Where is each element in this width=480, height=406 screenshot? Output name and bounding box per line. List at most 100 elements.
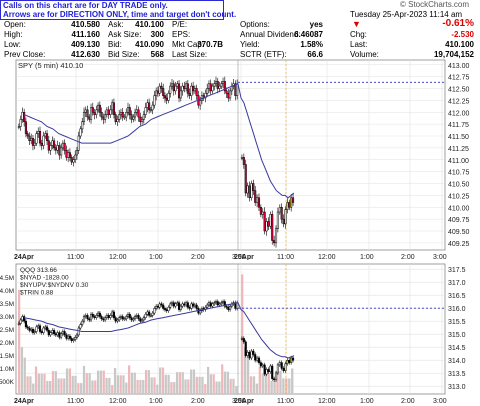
volume-bar: [32, 383, 35, 394]
qqq-xtick-label: 12:00: [318, 398, 336, 405]
spy-day2-candle: [278, 207, 281, 213]
brand-watermark: © StockCharts.com: [400, 0, 470, 9]
spy-day1-candle: [38, 131, 42, 144]
qqq-day1-bar: [77, 327, 80, 336]
change-percent: -0.61%: [442, 18, 474, 29]
qqq-day1-bar: [195, 304, 198, 309]
volume-bar: [212, 374, 215, 394]
volume-tick-label: 4.5M: [0, 275, 14, 282]
qqq-day1-bar: [162, 304, 165, 309]
qqq-day1-bar: [139, 318, 142, 322]
spy-day1-candle: [24, 121, 27, 134]
quote-col2-label: Bid:: [108, 40, 122, 49]
qqq-day1-bar: [181, 303, 184, 307]
volume-bar: [215, 381, 218, 394]
spy-day1-candle: [23, 112, 26, 122]
quote-col4-label: Options:: [240, 20, 270, 29]
quote-col2-value: 300: [150, 30, 164, 39]
volume-bar: [255, 383, 259, 394]
volume-tick-label: 1.5M: [0, 353, 14, 360]
spy-xtick-label: 25Apr: [234, 254, 254, 260]
spy-xtick-label: 3:00: [433, 254, 447, 260]
qqq-xtick-label: 12:00: [109, 398, 127, 405]
spy-ytick-label: 409.75: [448, 217, 470, 224]
qqq-day2-bar: [259, 362, 262, 367]
spy-day2-candle: [248, 185, 251, 198]
qqq-day1-bar: [109, 315, 112, 318]
volume-bar: [43, 373, 46, 394]
volume-bar: [192, 369, 196, 394]
spy-day1-candle: [153, 95, 156, 106]
volume-bar: [116, 375, 119, 394]
volume-bar: [190, 369, 193, 394]
spy-day1-candle: [163, 95, 167, 99]
qqq-day1-bar: [104, 317, 107, 321]
volume-bar: [71, 375, 74, 394]
quote-col4-value: 1.58%: [300, 40, 323, 49]
spy-day1-candle: [179, 90, 182, 99]
qqq-xtick-label: 25Apr: [234, 398, 254, 405]
qqq-day1-bar: [28, 327, 31, 331]
qqq-day2-bar: [250, 350, 253, 359]
qqq-day1-bar: [135, 315, 138, 317]
spy-day1-candle: [141, 119, 144, 122]
volume-bar: [243, 347, 247, 394]
volume-bar: [223, 371, 227, 394]
spy-xtick-label: 3:00: [232, 254, 246, 260]
qqq-day2-bar: [261, 364, 264, 367]
spy-ytick-label: 410.25: [448, 193, 470, 200]
spy-day1-candle: [186, 83, 189, 94]
spy-day1-candle: [121, 112, 124, 118]
qqq-day1-bar: [186, 302, 189, 308]
qqq-day1-bar: [146, 311, 149, 315]
volume-bar: [279, 371, 282, 394]
qqq-ytick-label: 313.0: [448, 384, 466, 391]
qqq-day1-bar: [23, 316, 26, 322]
spy-day1-candle: [72, 159, 75, 163]
spy-day1-candle: [112, 102, 115, 115]
qqq-day1-bar: [42, 327, 45, 333]
qqq-day1-bar: [44, 326, 47, 329]
spy-day2-candle: [257, 197, 261, 208]
spy-day2-candle: [273, 240, 276, 244]
spy-day1-candle: [223, 81, 226, 92]
qqq-xtick-label: 3:00: [232, 398, 246, 405]
quote-col1-value: 412.630: [71, 50, 100, 59]
qqq-day1-bar: [128, 313, 131, 318]
spy-day1-candle: [77, 135, 80, 151]
qqq-day1-bar: [177, 302, 181, 310]
qqq-xtick-label: 11:00: [277, 398, 294, 405]
qqq-day1-bar: [183, 303, 186, 306]
qqq-day2-bar: [280, 362, 283, 369]
volume-bar: [184, 379, 187, 394]
qqq-day1-bar: [53, 330, 56, 335]
spy-day2-candle: [244, 164, 247, 194]
volume-bar: [204, 384, 207, 394]
spy-day1-candle: [142, 114, 145, 120]
spy-day1-candle: [75, 150, 79, 156]
qqq-day1-bar: [193, 304, 196, 307]
qqq-day2-bar: [267, 369, 270, 373]
qqq-day1-bar: [102, 318, 105, 321]
volume-bar: [130, 372, 134, 394]
spy-day1-candle: [132, 116, 135, 120]
volume-bar: [65, 368, 69, 394]
volume-bar: [18, 290, 21, 394]
qqq-day1-bar: [33, 331, 36, 333]
volume-bar: [57, 378, 60, 394]
volume-bar: [113, 368, 117, 394]
spy-day1-candle: [109, 109, 112, 115]
qqq-day2-bar: [240, 338, 243, 340]
qqq-ytick-label: 316.0: [448, 306, 466, 313]
qqq-day2-bar: [282, 368, 285, 371]
volume-bar: [29, 376, 32, 394]
spy-day1-candle: [114, 114, 117, 122]
volume-bar: [206, 366, 210, 394]
qqq-day1-bar: [30, 328, 33, 331]
qqq-day1-bar: [207, 302, 211, 306]
volume-bar: [46, 381, 49, 394]
qqq-day1-bar: [209, 302, 212, 307]
qqq-day1-bar: [81, 320, 84, 325]
spy-ytick-label: 410.50: [448, 182, 470, 189]
